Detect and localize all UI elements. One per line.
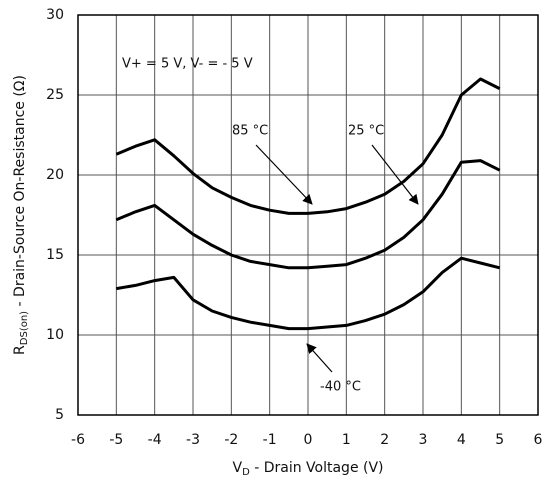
series <box>115 77 501 331</box>
x-tick-label: 2 <box>380 432 389 448</box>
x-axis-title: VD - Drain Voltage (V) <box>232 460 383 478</box>
series-line <box>115 159 501 270</box>
series-line <box>116 256 501 331</box>
y-axis-title-rest: - Drain-Source On-Resistance (Ω) <box>12 75 28 311</box>
y-tick-label: 15 <box>46 247 64 263</box>
x-tick-label: -2 <box>224 432 238 448</box>
plot-frame <box>77 14 539 416</box>
arrow <box>255 144 313 205</box>
x-tick-label: 1 <box>342 432 351 448</box>
y-tick-label: 20 <box>46 167 64 183</box>
arrow <box>371 144 419 205</box>
condition-note: V+ = 5 V, V- = - 5 V <box>122 57 253 72</box>
x-axis-title-main: V <box>232 460 242 476</box>
x-axis-title-sub: D <box>242 467 250 478</box>
y-axis-title: RDS(on) - Drain-Source On-Resistance (Ω) <box>12 75 30 355</box>
x-tick-label: 6 <box>534 432 543 448</box>
y-axis-title-sub: DS(on) <box>19 311 30 345</box>
series-line <box>115 77 501 215</box>
arrow <box>306 343 333 373</box>
x-tick-label: -4 <box>148 432 162 448</box>
x-tick-label: -6 <box>71 432 85 448</box>
x-tick-label: -5 <box>109 432 123 448</box>
y-tick-label: 10 <box>46 327 64 343</box>
x-tick-label: -1 <box>263 432 277 448</box>
grid <box>77 14 539 416</box>
x-axis-title-rest: - Drain Voltage (V) <box>250 460 384 476</box>
series-label: -40 °C <box>320 380 361 395</box>
series-label: 85 °C <box>232 124 268 139</box>
y-axis-title-main: R <box>12 345 28 355</box>
y-tick-label: 30 <box>46 7 64 23</box>
x-tick-label: 3 <box>419 432 428 448</box>
x-tick-label: 0 <box>304 432 313 448</box>
series-label: 25 °C <box>348 124 384 139</box>
x-tick-label: 5 <box>495 432 504 448</box>
y-tick-label: 25 <box>46 87 64 103</box>
y-tick-label: 5 <box>55 407 64 423</box>
x-tick-label: 4 <box>457 432 466 448</box>
x-tick-label: -3 <box>186 432 200 448</box>
